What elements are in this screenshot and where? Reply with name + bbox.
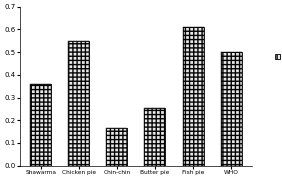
- Bar: [68, 41, 89, 166]
- Bar: [106, 128, 127, 166]
- Bar: [182, 27, 204, 166]
- Bar: [221, 52, 242, 166]
- Bar: [106, 128, 127, 166]
- Bar: [68, 41, 89, 166]
- Bar: [144, 108, 166, 166]
- Bar: [182, 27, 204, 166]
- Legend: : [275, 54, 280, 59]
- Bar: [221, 52, 242, 166]
- Bar: [30, 84, 51, 166]
- Bar: [30, 84, 51, 166]
- Bar: [144, 108, 166, 166]
